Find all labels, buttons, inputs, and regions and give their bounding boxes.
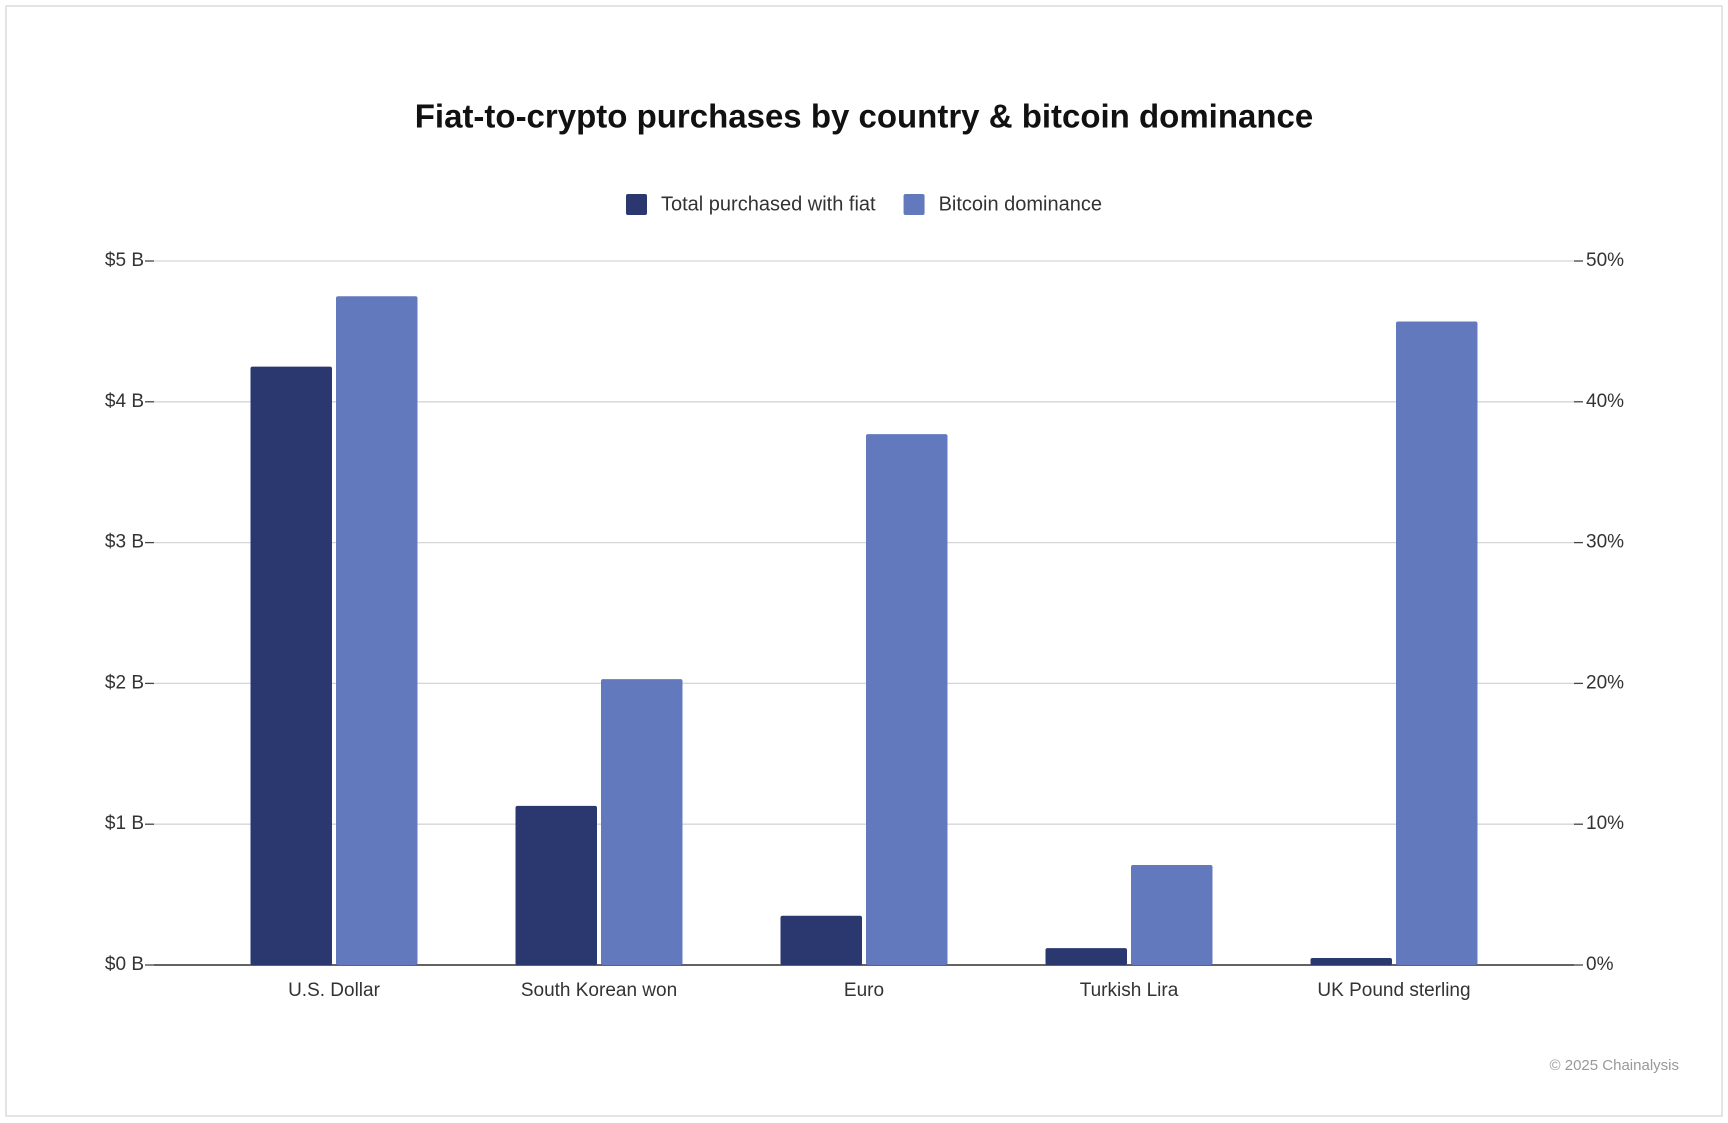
x-tick-label: U.S. Dollar <box>288 980 381 1001</box>
y-tick-label: $3 B <box>105 532 144 553</box>
bar <box>866 434 948 966</box>
bar <box>336 296 418 965</box>
x-tick-label: South Korean won <box>521 980 677 1001</box>
y-tick-label: $1 B <box>105 813 144 834</box>
bar <box>1396 321 1478 965</box>
y2-tick-label: 50% <box>1586 250 1624 271</box>
legend-swatch <box>903 194 925 215</box>
bar <box>515 805 597 965</box>
y2-tick-label: 0% <box>1586 954 1614 975</box>
legend-swatch <box>626 194 647 215</box>
x-tick-label: Euro <box>844 980 884 1001</box>
y2-tick-label: 20% <box>1586 672 1624 693</box>
legend-label: Bitcoin dominance <box>939 193 1102 215</box>
y-tick-label: $0 B <box>105 954 144 975</box>
legend-label: Total purchased with fiat <box>661 193 876 215</box>
bar <box>601 679 683 965</box>
y-tick-label: $2 B <box>105 672 144 693</box>
y2-tick-label: 30% <box>1586 532 1624 553</box>
x-tick-label: UK Pound sterling <box>1317 980 1470 1001</box>
chart-title: Fiat-to-crypto purchases by country & bi… <box>415 98 1313 135</box>
bar <box>1045 948 1127 965</box>
y-tick-label: $4 B <box>105 391 144 412</box>
y2-tick-label: 10% <box>1586 813 1624 834</box>
bar <box>250 366 332 966</box>
bar <box>1310 957 1392 965</box>
y-tick-label: $5 B <box>105 250 144 271</box>
bar <box>1131 865 1213 965</box>
x-tick-label: Turkish Lira <box>1080 980 1179 1001</box>
source-note: © 2025 Chainalysis <box>1550 1057 1679 1074</box>
bar <box>780 915 862 965</box>
y2-tick-label: 40% <box>1586 391 1624 412</box>
